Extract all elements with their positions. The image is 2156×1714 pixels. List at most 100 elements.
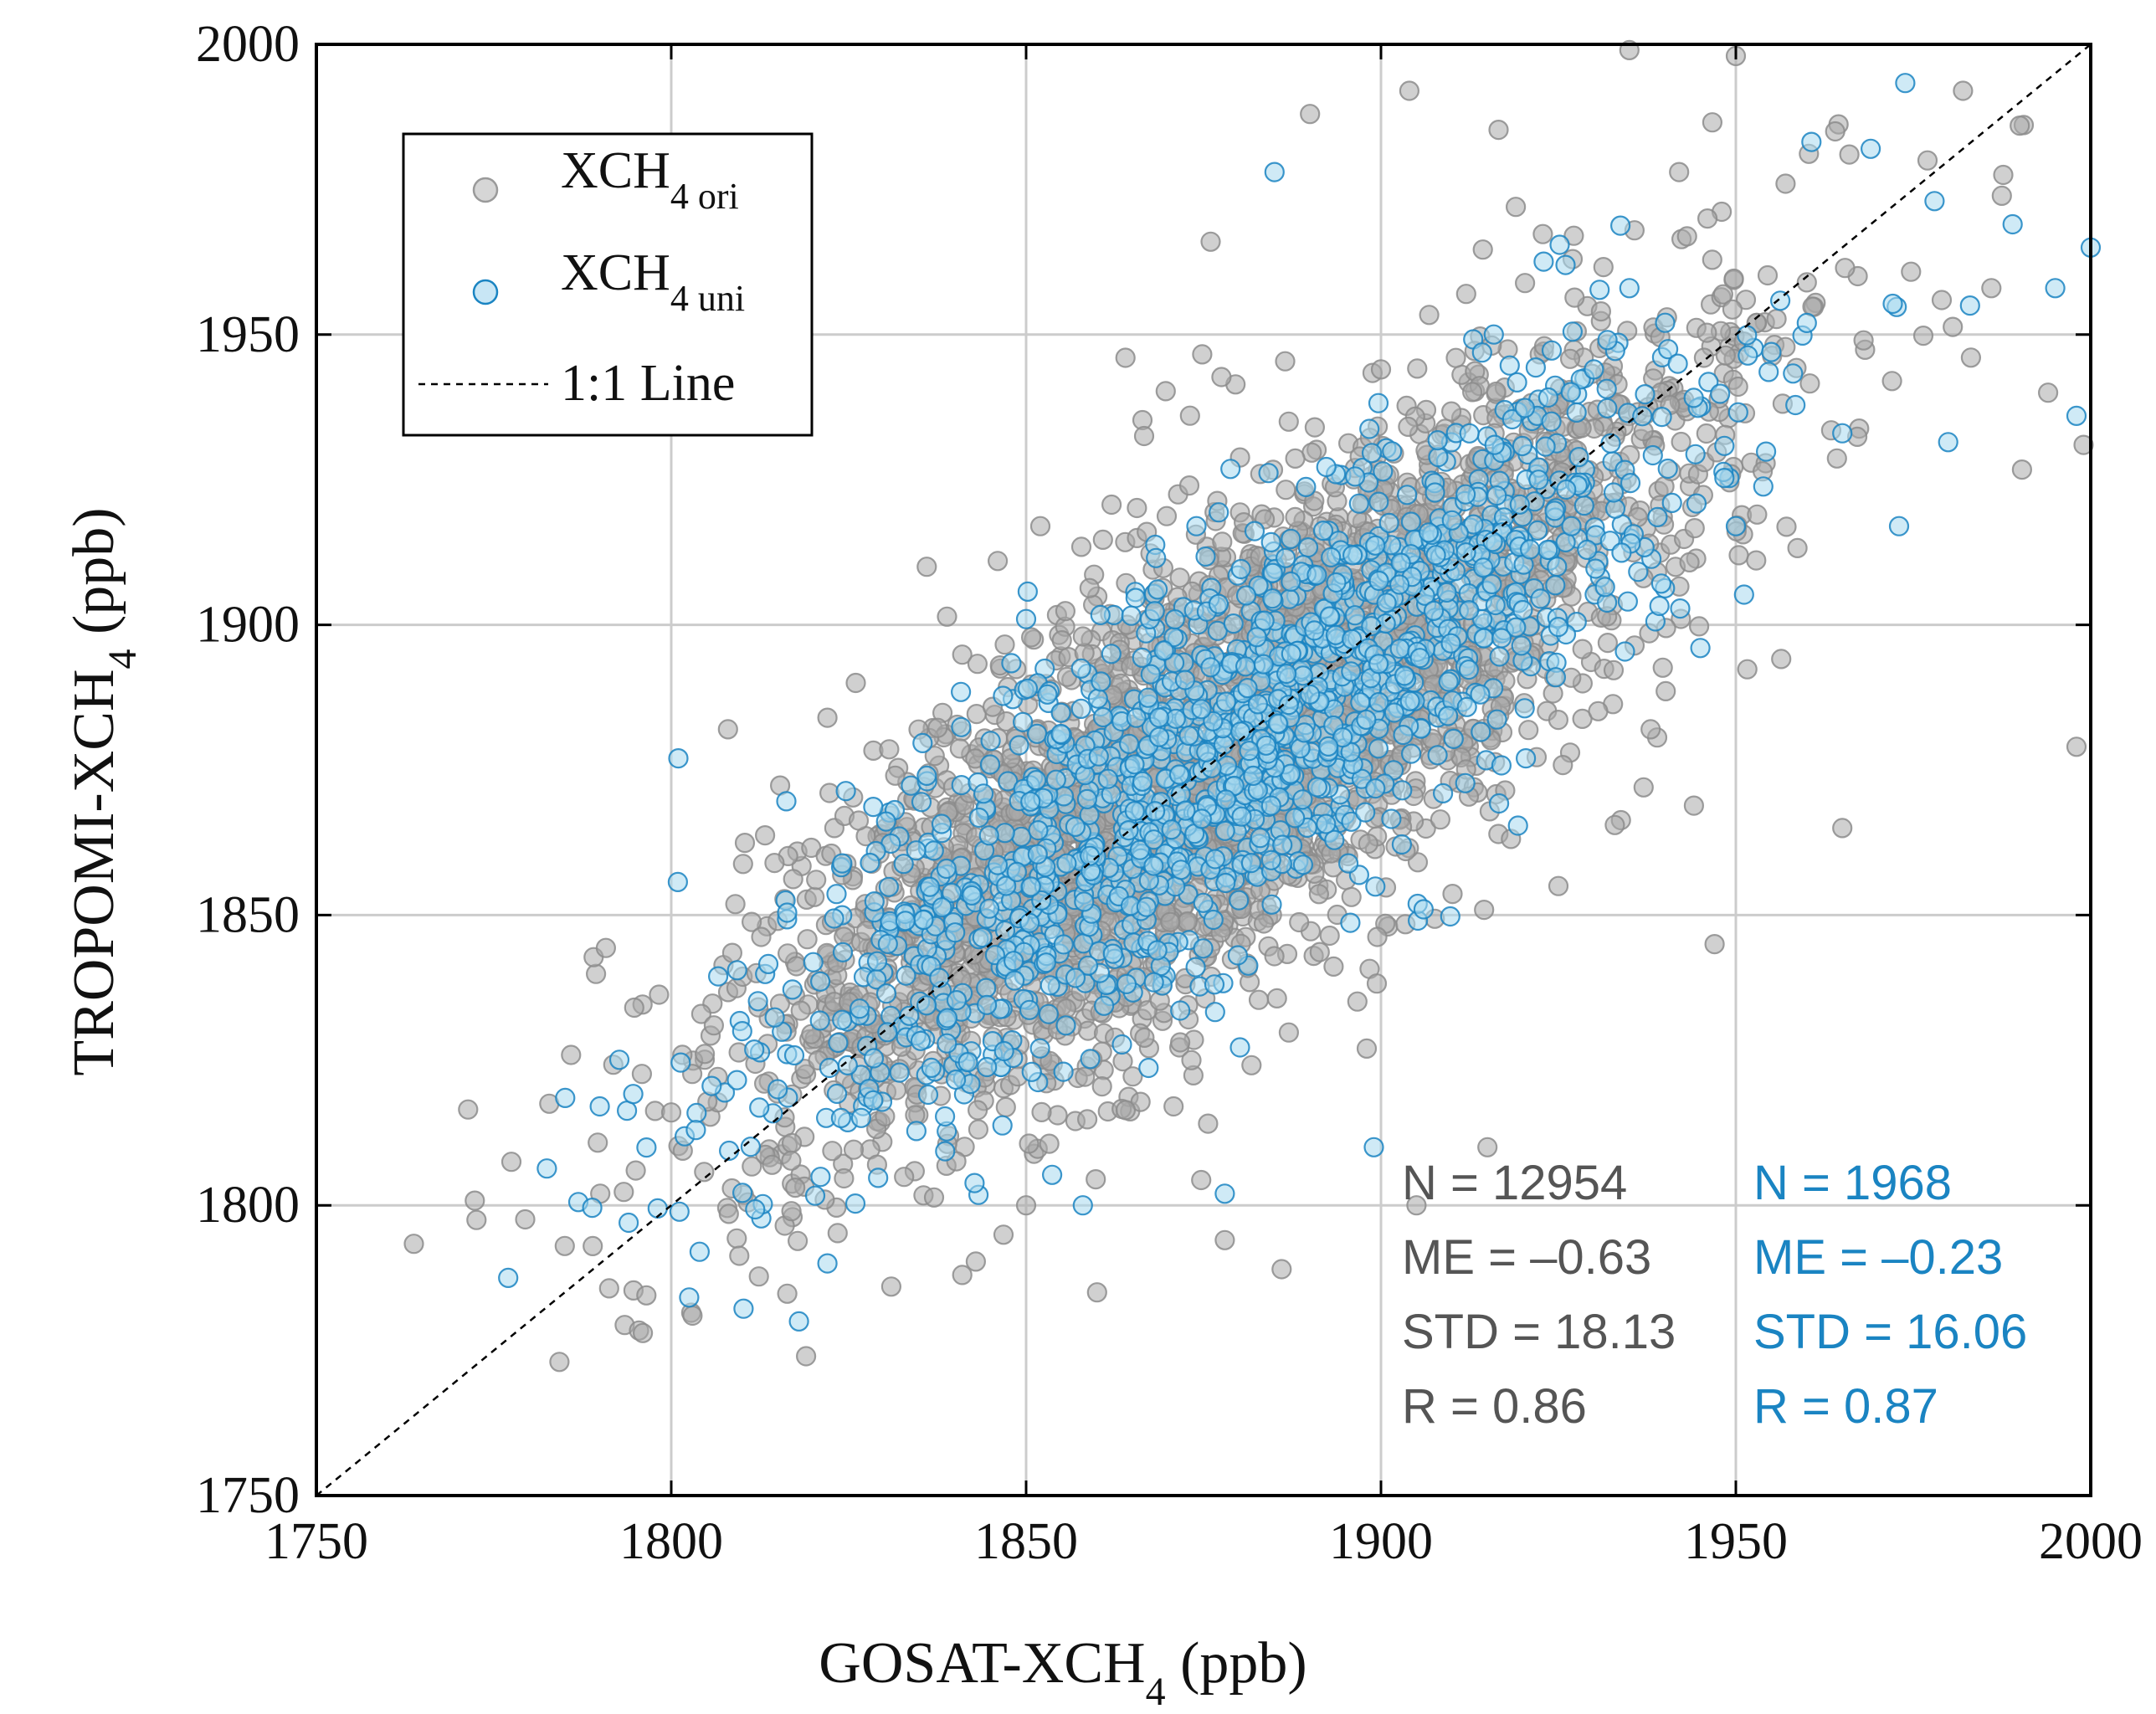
data-point-uni (978, 825, 999, 846)
data-point-uni (1351, 768, 1373, 789)
data-point-uni (1045, 769, 1066, 790)
data-point-ori (1212, 531, 1233, 552)
data-point-ori (1285, 448, 1306, 470)
data-point-uni (1164, 608, 1185, 630)
data-point-uni (1170, 1000, 1191, 1021)
data-point-ori (1564, 287, 1585, 308)
data-point-ori (1275, 351, 1296, 372)
data-point-ori (1604, 814, 1625, 835)
data-point-uni (951, 716, 972, 737)
data-point-uni (912, 732, 933, 754)
data-point-uni (1209, 502, 1229, 523)
data-point-ori (806, 870, 827, 890)
data-point-ori (1133, 425, 1155, 447)
data-point-ori (848, 810, 870, 831)
data-point-uni (1938, 432, 1958, 453)
data-point-ori (1559, 348, 1581, 369)
data-point-uni (1509, 494, 1530, 515)
data-point-uni (1359, 418, 1380, 439)
data-point-uni (777, 902, 798, 923)
data-point-ori (1991, 185, 2012, 206)
data-point-ori (598, 1278, 619, 1299)
data-point-uni (935, 1141, 956, 1162)
data-point-ori (1474, 899, 1495, 921)
data-point-uni (1657, 339, 1679, 360)
data-point-ori (1179, 405, 1200, 426)
data-point-uni (1124, 754, 1145, 775)
data-point-ori (927, 717, 948, 738)
data-point-uni (1594, 577, 1615, 598)
data-point-ori (1406, 1195, 1427, 1216)
data-point-ori (2010, 115, 2030, 136)
data-point-uni (1642, 444, 1663, 466)
data-point-ori (1440, 401, 1462, 422)
data-point-uni (1394, 665, 1415, 686)
data-point-uni (1244, 521, 1265, 541)
data-point-ori (1115, 347, 1136, 368)
data-point-uni (830, 1107, 852, 1129)
data-point-ori (1746, 550, 1767, 571)
data-point-uni (1423, 600, 1445, 622)
data-point-uni (1080, 845, 1101, 866)
data-point-ori (1122, 1066, 1143, 1087)
data-point-ori (1697, 322, 1717, 343)
data-point-uni (1118, 819, 1139, 841)
data-point-ori (1358, 833, 1378, 854)
data-point-uni (957, 1051, 978, 1073)
data-point-ori (1285, 506, 1306, 528)
data-point-ori (996, 711, 1017, 732)
data-point-uni (1651, 407, 1672, 428)
data-point-uni (1783, 363, 1804, 384)
data-point-ori (466, 1209, 487, 1230)
data-point-uni (1560, 382, 1581, 403)
data-point-uni (1486, 709, 1507, 730)
data-point-ori (1486, 381, 1507, 403)
data-point-ori (1676, 226, 1697, 247)
data-point-uni (1053, 1061, 1074, 1082)
data-point-uni (1373, 461, 1394, 482)
data-point-uni (1545, 575, 1566, 596)
data-point-ori (880, 1276, 902, 1297)
data-point-ori (403, 1234, 424, 1255)
data-point-uni (1168, 764, 1190, 785)
data-point-ori (968, 1119, 989, 1140)
data-point-ori (721, 942, 743, 963)
data-point-uni (809, 971, 831, 992)
data-point-uni (1041, 1164, 1063, 1185)
data-point-ori (1679, 552, 1700, 573)
data-point-uni (910, 1030, 932, 1051)
data-point-ori (781, 1201, 802, 1222)
data-point-ori (1178, 475, 1200, 496)
data-point-uni (536, 1158, 557, 1179)
data-point-uni (878, 876, 900, 897)
data-point-uni (1486, 485, 1507, 506)
data-point-ori (1241, 1055, 1262, 1075)
data-point-ori (1015, 1195, 1037, 1216)
data-point-ori (1156, 505, 1178, 526)
data-point-ori (624, 997, 644, 1019)
data-point-ori (1553, 754, 1573, 776)
data-point-uni (1229, 890, 1250, 911)
data-point-ori (1248, 989, 1270, 1010)
data-point-uni (937, 1008, 958, 1029)
data-point-uni (877, 1022, 898, 1043)
data-point-ori (781, 1132, 803, 1153)
data-point-uni (1392, 780, 1413, 801)
data-point-ori (1200, 231, 1221, 252)
data-point-ori (1398, 416, 1419, 437)
data-point-uni (1549, 234, 1570, 255)
data-point-uni (1191, 699, 1212, 720)
data-point-ori (1633, 777, 1654, 798)
data-point-uni (1391, 834, 1413, 855)
data-point-uni (899, 1005, 920, 1026)
data-point-ori (1134, 1027, 1155, 1049)
data-point-uni (1650, 573, 1672, 594)
data-point-ori (1669, 162, 1690, 182)
data-point-ori (1086, 1168, 1106, 1190)
data-point-uni (1223, 613, 1244, 634)
data-point-uni (1597, 330, 1618, 351)
data-point-ori (1671, 431, 1691, 453)
data-point-uni (764, 1007, 785, 1028)
data-point-uni (685, 1120, 706, 1141)
